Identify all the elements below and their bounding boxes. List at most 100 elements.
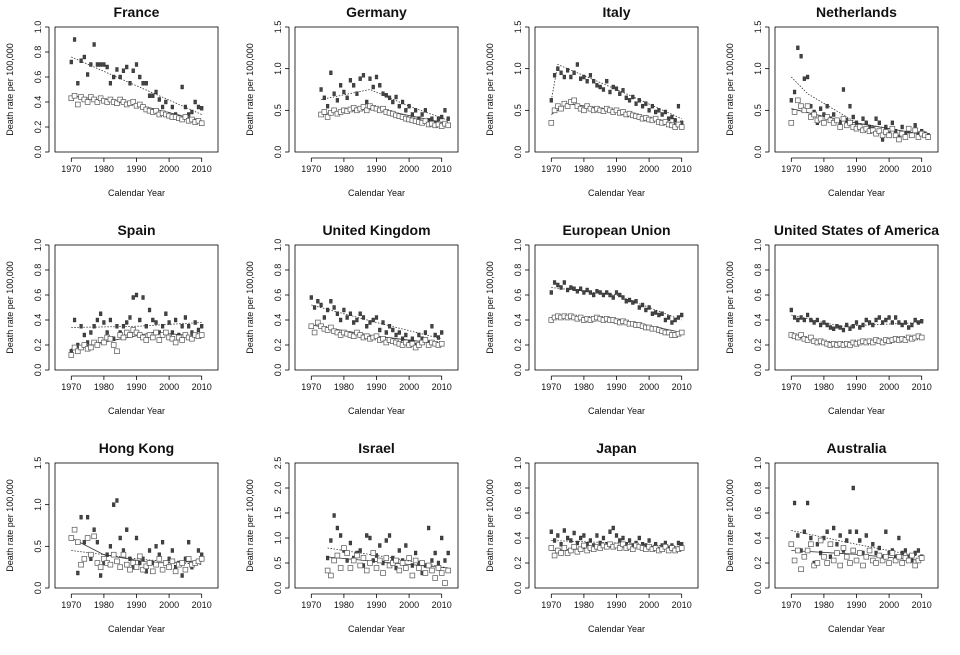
data-point-open: [163, 560, 169, 566]
x-tick-label: 2010: [672, 600, 692, 610]
x-tick-label: 1970: [61, 600, 81, 610]
data-point-open: [873, 560, 879, 566]
data-point-filled: [874, 317, 878, 323]
data-point-filled: [815, 317, 819, 323]
chart-title: United States of America: [774, 222, 939, 238]
data-point-filled: [861, 116, 865, 121]
data-point-open: [360, 555, 367, 561]
data-point-filled: [157, 552, 161, 557]
data-point-filled: [565, 68, 570, 73]
data-point-open: [915, 134, 922, 140]
data-point-filled: [89, 330, 93, 335]
data-point-open: [114, 558, 120, 565]
x-tick-label: 1990: [606, 164, 626, 174]
data-point-filled: [605, 78, 609, 84]
data-point-filled: [637, 305, 641, 310]
data-point-open: [798, 332, 804, 338]
data-point-filled: [627, 297, 632, 303]
y-tick-label: 0.0: [33, 146, 43, 159]
data-point-open: [198, 556, 205, 562]
data-point-filled: [556, 282, 560, 288]
y-tick-label: 1.0: [33, 21, 43, 34]
plot-frame: [534, 462, 699, 589]
data-point-filled: [809, 535, 813, 541]
y-tick-label: 0.0: [753, 364, 763, 377]
data-point-filled: [647, 538, 651, 543]
y-tick-label: 0.0: [33, 582, 43, 595]
data-point-open: [801, 107, 808, 114]
data-point-open: [432, 575, 438, 581]
data-point-open: [169, 335, 176, 342]
data-point-open: [827, 541, 834, 547]
data-point-filled: [887, 315, 891, 320]
data-point-open: [886, 560, 892, 566]
chart-title: Italy: [602, 4, 630, 20]
data-point-filled: [368, 535, 372, 541]
data-point-filled: [187, 324, 191, 329]
data-point-filled: [102, 320, 106, 325]
data-point-open: [380, 570, 386, 576]
chart-title: Netherlands: [816, 4, 897, 20]
y-tick-label: 1.0: [33, 498, 43, 511]
y-tick-label: 0.5: [273, 557, 283, 570]
data-point-filled: [196, 548, 201, 553]
data-point-open: [889, 125, 896, 132]
data-point-open: [409, 340, 416, 347]
data-point-open: [438, 340, 445, 347]
x-tick-label: 2000: [159, 164, 179, 174]
x-tick-label: 1980: [814, 600, 834, 610]
data-point-open: [445, 122, 451, 129]
y-axis-label: Death rate per 100,000: [245, 479, 255, 572]
data-point-filled: [180, 84, 184, 90]
data-point-filled: [907, 325, 911, 330]
data-point-open: [198, 332, 205, 338]
y-tick-label: 1.0: [513, 239, 523, 252]
y-axis-label: Death rate per 100,000: [5, 479, 15, 572]
data-point-filled: [579, 286, 583, 291]
data-point-filled: [663, 109, 667, 115]
data-point-filled: [138, 560, 142, 566]
data-point-filled: [157, 97, 161, 102]
data-point-filled: [575, 540, 579, 546]
data-point-open: [896, 136, 902, 143]
y-tick-label: 2.5: [273, 457, 283, 470]
data-point-filled: [552, 73, 557, 78]
data-point-filled: [897, 320, 901, 325]
y-tick-label: 1.5: [273, 507, 283, 520]
chart-svg: European Union 0.0 0.2 0.4 0.6 0.8 1.0 1970 1980…: [485, 222, 699, 416]
data-point-filled: [374, 315, 379, 320]
plot-frame: [54, 26, 219, 153]
data-point-filled: [95, 62, 99, 67]
data-point-filled: [819, 550, 823, 556]
data-point-open: [821, 120, 827, 126]
data-point-filled: [365, 533, 369, 538]
data-point-filled: [371, 84, 375, 90]
x-tick-label: 1990: [366, 382, 386, 392]
data-point-filled: [144, 324, 148, 329]
data-point-open: [791, 557, 798, 564]
data-point-filled: [374, 74, 379, 80]
x-tick-label: 2000: [879, 600, 899, 610]
data-point-filled: [894, 315, 898, 320]
data-point-filled: [79, 514, 83, 520]
data-point-filled: [147, 93, 152, 98]
data-point-filled: [131, 68, 135, 73]
data-point-filled: [676, 103, 681, 109]
data-point-open: [857, 124, 863, 130]
data-point-filled: [631, 300, 635, 305]
data-point-open: [110, 342, 117, 348]
data-point-filled: [355, 317, 359, 323]
x-tick-label: 1970: [541, 164, 561, 174]
data-point-filled: [644, 307, 648, 313]
data-point-open: [814, 560, 821, 566]
data-point-filled: [832, 112, 836, 117]
data-point-filled: [404, 332, 408, 338]
data-point-open: [172, 339, 179, 346]
data-point-filled: [631, 94, 635, 100]
data-point-filled: [851, 114, 855, 120]
x-tick-label: 2010: [672, 382, 692, 392]
data-point-filled: [371, 317, 375, 323]
data-point-open: [373, 333, 380, 339]
data-point-filled: [871, 322, 875, 328]
